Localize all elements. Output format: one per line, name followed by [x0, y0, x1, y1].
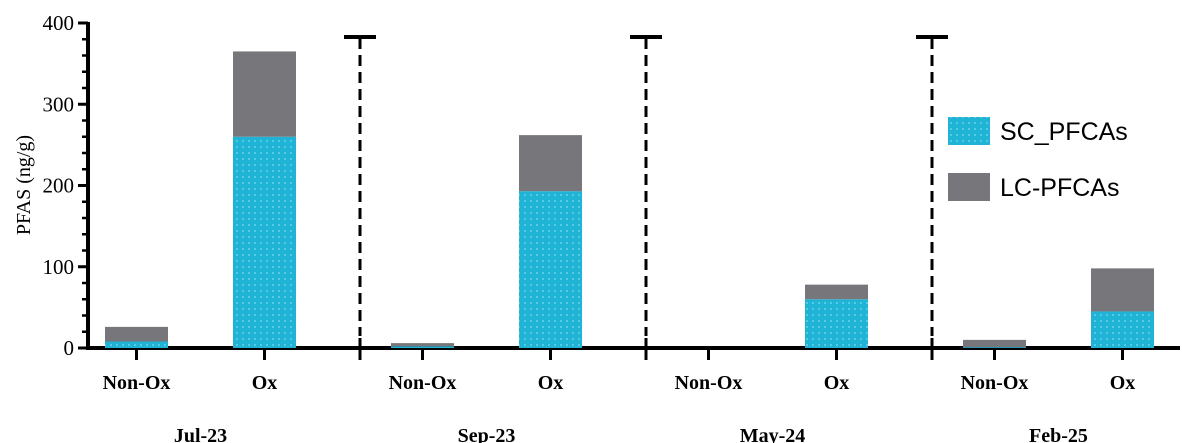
bar-lc-pfcas [805, 284, 868, 300]
category-label: Non-Ox [389, 372, 457, 394]
bar-lc-pfcas [233, 51, 296, 137]
group-label: May-24 [740, 425, 806, 443]
bar-pattern [519, 191, 582, 348]
category-label: Ox [538, 372, 564, 394]
y-tick-label: 200 [43, 174, 75, 198]
group-label: Sep-23 [458, 425, 516, 443]
group-label: Jul-23 [174, 425, 227, 443]
bar-lc-pfcas [519, 135, 582, 192]
y-tick-label: 300 [43, 92, 75, 116]
plot-area: 0 100 200 300 400 Non-Ox Ox Non-Ox Ox Non-Ox Ox Non… [43, 11, 1180, 443]
group-label: Feb-25 [1029, 425, 1088, 443]
y-tick-label: 100 [43, 255, 75, 279]
bar-pattern [963, 347, 1026, 348]
bar-lc-pfcas [1091, 268, 1154, 312]
legend: SC_PFCAs LC-PFCAs [948, 117, 1128, 202]
category-label: Non-Ox [961, 372, 1029, 394]
bar-pattern [391, 346, 454, 348]
legend-label-lc-pfcas: LC-PFCAs [1000, 174, 1119, 202]
legend-label-sc-pfcas: SC_PFCAs [1000, 118, 1128, 146]
y-axis-label: PFAS (ng/g) [13, 135, 35, 235]
category-label: Ox [252, 372, 278, 394]
bar-pattern [1091, 311, 1154, 348]
category-label: Ox [824, 372, 850, 394]
bar-lc-pfcas [105, 326, 168, 342]
legend-swatch-lc-pfcas [948, 173, 990, 201]
y-tick-label: 400 [43, 11, 75, 35]
category-label: Non-Ox [675, 372, 743, 394]
bar-lc-pfcas [963, 339, 1026, 348]
category-label: Ox [1110, 372, 1136, 394]
legend-swatch-pattern [948, 117, 990, 145]
y-tick-label: 0 [64, 336, 75, 360]
bar-lc-pfcas [391, 343, 454, 347]
bar-pattern [233, 136, 296, 348]
category-label: Non-Ox [103, 372, 171, 394]
bar-pattern [105, 341, 168, 348]
bar-pattern [805, 299, 868, 348]
